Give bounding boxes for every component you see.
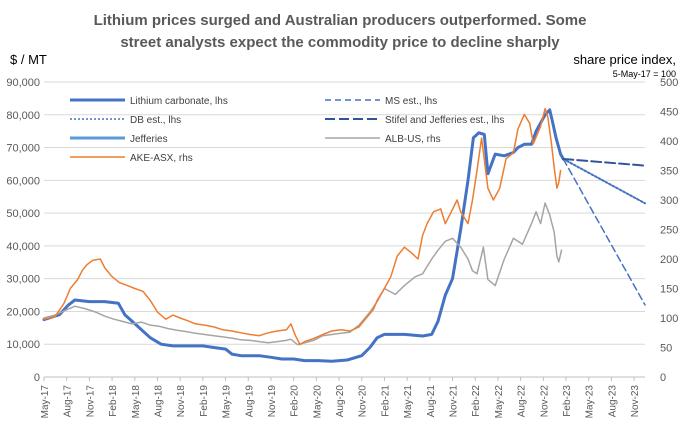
series-stifel-and-jefferies-est-lhs xyxy=(562,158,646,167)
legend-label: Lithium carbonate, lhs xyxy=(130,96,228,107)
y-axis-right-label: share price index, xyxy=(573,52,676,67)
x-tick-label: Aug-22 xyxy=(517,385,528,418)
x-tick-label: Aug-18 xyxy=(153,385,164,418)
y-right-tick-label: 50 xyxy=(660,343,672,355)
y-right-tick-label: 500 xyxy=(660,77,678,89)
x-tick-label: May-23 xyxy=(585,385,596,419)
x-tick-label: Nov-19 xyxy=(267,385,278,418)
x-tick-label: Nov-20 xyxy=(358,385,369,418)
chart-title-line-1: Lithium prices surged and Australian pro… xyxy=(94,12,587,29)
y-left-tick-label: 80,000 xyxy=(6,110,40,122)
y-axis-right-sublabel: 5-May-17 = 100 xyxy=(613,69,676,79)
legend-label: ALB-US, rhs xyxy=(385,134,441,145)
y-left-tick-label: 10,000 xyxy=(6,339,40,351)
legend-label: Stifel and Jefferies est., lhs xyxy=(385,115,504,126)
x-axis-ticks: May-17 Aug-17 Nov-17 Feb-18 May-18 Aug-18 Nov-… xyxy=(40,377,641,418)
gridlines xyxy=(44,81,645,378)
legend-label: Jefferies xyxy=(130,134,168,145)
y-left-tick-label: 90,000 xyxy=(6,77,40,89)
y-left-tick-label: 20,000 xyxy=(6,306,40,318)
x-tick-label: May-20 xyxy=(312,385,323,419)
y-left-tick-label: 70,000 xyxy=(6,143,40,155)
y-right-tick-label: 0 xyxy=(660,372,666,384)
x-tick-label: May-17 xyxy=(40,385,51,419)
x-tick-label: Nov-18 xyxy=(176,385,187,418)
y-left-tick-label: 0 xyxy=(34,372,40,384)
series-alb-us-rhs xyxy=(43,202,563,346)
x-tick-label: Feb-22 xyxy=(471,385,482,417)
x-tick-label: May-22 xyxy=(494,385,505,419)
x-tick-label: Aug-19 xyxy=(244,385,255,418)
x-tick-label: Nov-21 xyxy=(449,385,460,418)
series-db-est-lhs xyxy=(562,158,646,205)
y-right-tick-label: 150 xyxy=(660,284,678,296)
y-right-tick-label: 100 xyxy=(660,313,678,325)
x-tick-label: Aug-21 xyxy=(426,385,437,418)
x-tick-label: Feb-18 xyxy=(108,385,119,417)
y-right-tick-label: 250 xyxy=(660,225,678,237)
x-tick-label: Aug-17 xyxy=(63,385,74,418)
y-left-tick-label: 30,000 xyxy=(6,274,40,286)
y-left-tick-label: 50,000 xyxy=(6,208,40,220)
y-axis-left-ticks: 0 10,000 20,000 30,000 40,000 50,000 60,000 70,… xyxy=(6,77,40,384)
y-left-tick-label: 40,000 xyxy=(6,241,40,253)
y-right-tick-label: 400 xyxy=(660,136,678,148)
legend-label: MS est., lhs xyxy=(385,96,437,107)
x-tick-label: May-21 xyxy=(403,385,414,419)
legend-label: DB est., lhs xyxy=(130,115,181,126)
legend-label: AKE-ASX, rhs xyxy=(130,153,193,164)
x-tick-label: Feb-19 xyxy=(199,385,210,417)
x-tick-label: Aug-23 xyxy=(607,385,618,418)
x-tick-label: Nov-22 xyxy=(539,385,550,418)
y-right-tick-label: 200 xyxy=(660,254,678,266)
x-tick-label: Nov-23 xyxy=(630,385,641,418)
y-right-tick-label: 350 xyxy=(660,166,678,178)
y-left-tick-label: 60,000 xyxy=(6,175,40,187)
x-tick-label: Feb-23 xyxy=(562,385,573,417)
y-right-tick-label: 450 xyxy=(660,107,678,119)
chart-title-line-2: street analysts expect the commodity pri… xyxy=(120,34,560,51)
x-tick-label: Feb-20 xyxy=(290,385,301,417)
legend: Lithium carbonate, lhs MS est., lhs DB est… xyxy=(70,96,504,164)
x-tick-label: May-18 xyxy=(131,385,142,419)
y-right-tick-label: 300 xyxy=(660,195,678,207)
series-lithium-carbonate-lhs xyxy=(42,108,565,363)
x-tick-label: Aug-20 xyxy=(335,385,346,418)
series-ake-asx-rhs xyxy=(43,107,562,346)
series-ms-est-lhs xyxy=(562,158,646,306)
x-tick-label: Feb-21 xyxy=(380,385,391,417)
y-axis-right-ticks: 0 50 100 150 200 250 300 350 400 450 500 xyxy=(660,77,678,384)
x-tick-label: Nov-17 xyxy=(85,385,96,418)
y-axis-left-label: $ / MT xyxy=(10,52,47,67)
x-tick-label: May-19 xyxy=(222,385,233,419)
series-lines xyxy=(42,107,646,363)
